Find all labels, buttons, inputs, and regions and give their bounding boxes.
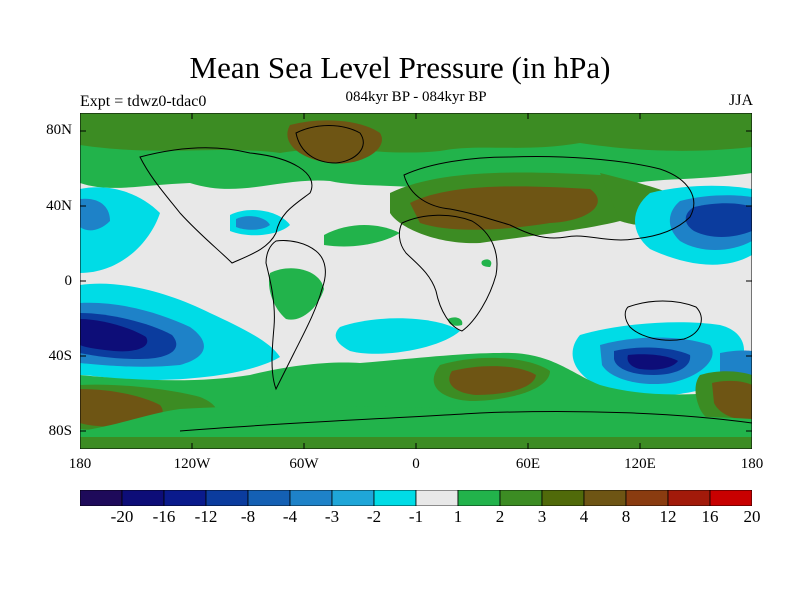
- colorbar-label: 2: [495, 507, 505, 526]
- colorbar-box: [121, 490, 165, 506]
- colorbar-label: -1: [408, 507, 424, 526]
- y-tick-label: 0: [64, 273, 73, 289]
- colorbar-label: 16: [701, 507, 719, 526]
- x-tick-label: 180: [740, 456, 764, 472]
- colorbar: [80, 490, 752, 506]
- colorbar-box: [373, 490, 417, 506]
- colorbar-box: [163, 490, 207, 506]
- season-label: JJA: [728, 92, 753, 109]
- colorbar-label: -12: [194, 507, 218, 526]
- colorbar-label: 12: [659, 507, 677, 526]
- colorbar-box: [583, 490, 627, 506]
- y-tick-label: 80S: [48, 423, 72, 439]
- colorbar-label: -2: [366, 507, 382, 526]
- colorbar-label: -8: [240, 507, 256, 526]
- colorbar-box: [541, 490, 585, 506]
- colorbar-box: [625, 490, 669, 506]
- axis-ticks: [80, 113, 752, 449]
- colorbar-label: 20: [743, 507, 761, 526]
- colorbar-label: 4: [579, 507, 589, 526]
- colorbar-box: [415, 490, 459, 506]
- colorbar-box: [709, 490, 752, 506]
- y-tick-label: 40N: [46, 198, 72, 214]
- colorbar-label: -4: [282, 507, 298, 526]
- coastlines: [139, 125, 752, 432]
- x-tick-label: 180: [68, 456, 92, 472]
- colorbar-label: 8: [621, 507, 631, 526]
- x-tick-label: 60W: [289, 456, 319, 472]
- colorbar-label: -3: [324, 507, 340, 526]
- colorbar-box: [667, 490, 711, 506]
- experiment-label: Expt = tdwz0-tdac0: [80, 93, 207, 110]
- x-tick-label: 120E: [624, 456, 656, 472]
- colorbar-box: [205, 490, 249, 506]
- contour-fills: [80, 113, 752, 449]
- chart-subtitle: 084kyr BP - 084kyr BP: [345, 89, 487, 105]
- colorbar-box: [247, 490, 291, 506]
- x-tick-label: 120W: [173, 456, 211, 472]
- colorbar-label: -20: [110, 507, 134, 526]
- y-tick-label: 40S: [48, 348, 72, 364]
- colorbar-box: [331, 490, 375, 506]
- colorbar-label: 1: [453, 507, 463, 526]
- colorbar-box: [80, 490, 123, 506]
- y-tick-label: 80N: [46, 122, 72, 138]
- colorbar-box: [499, 490, 543, 506]
- pressure-map: [80, 113, 752, 449]
- colorbar-box: [289, 490, 333, 506]
- chart-title: Mean Sea Level Pressure (in hPa): [189, 50, 611, 85]
- x-tick-label: 0: [412, 456, 420, 472]
- x-tick-label: 60E: [515, 456, 541, 472]
- colorbar-label: 3: [537, 507, 547, 526]
- colorbar-box: [457, 490, 501, 506]
- colorbar-label: -16: [152, 507, 176, 526]
